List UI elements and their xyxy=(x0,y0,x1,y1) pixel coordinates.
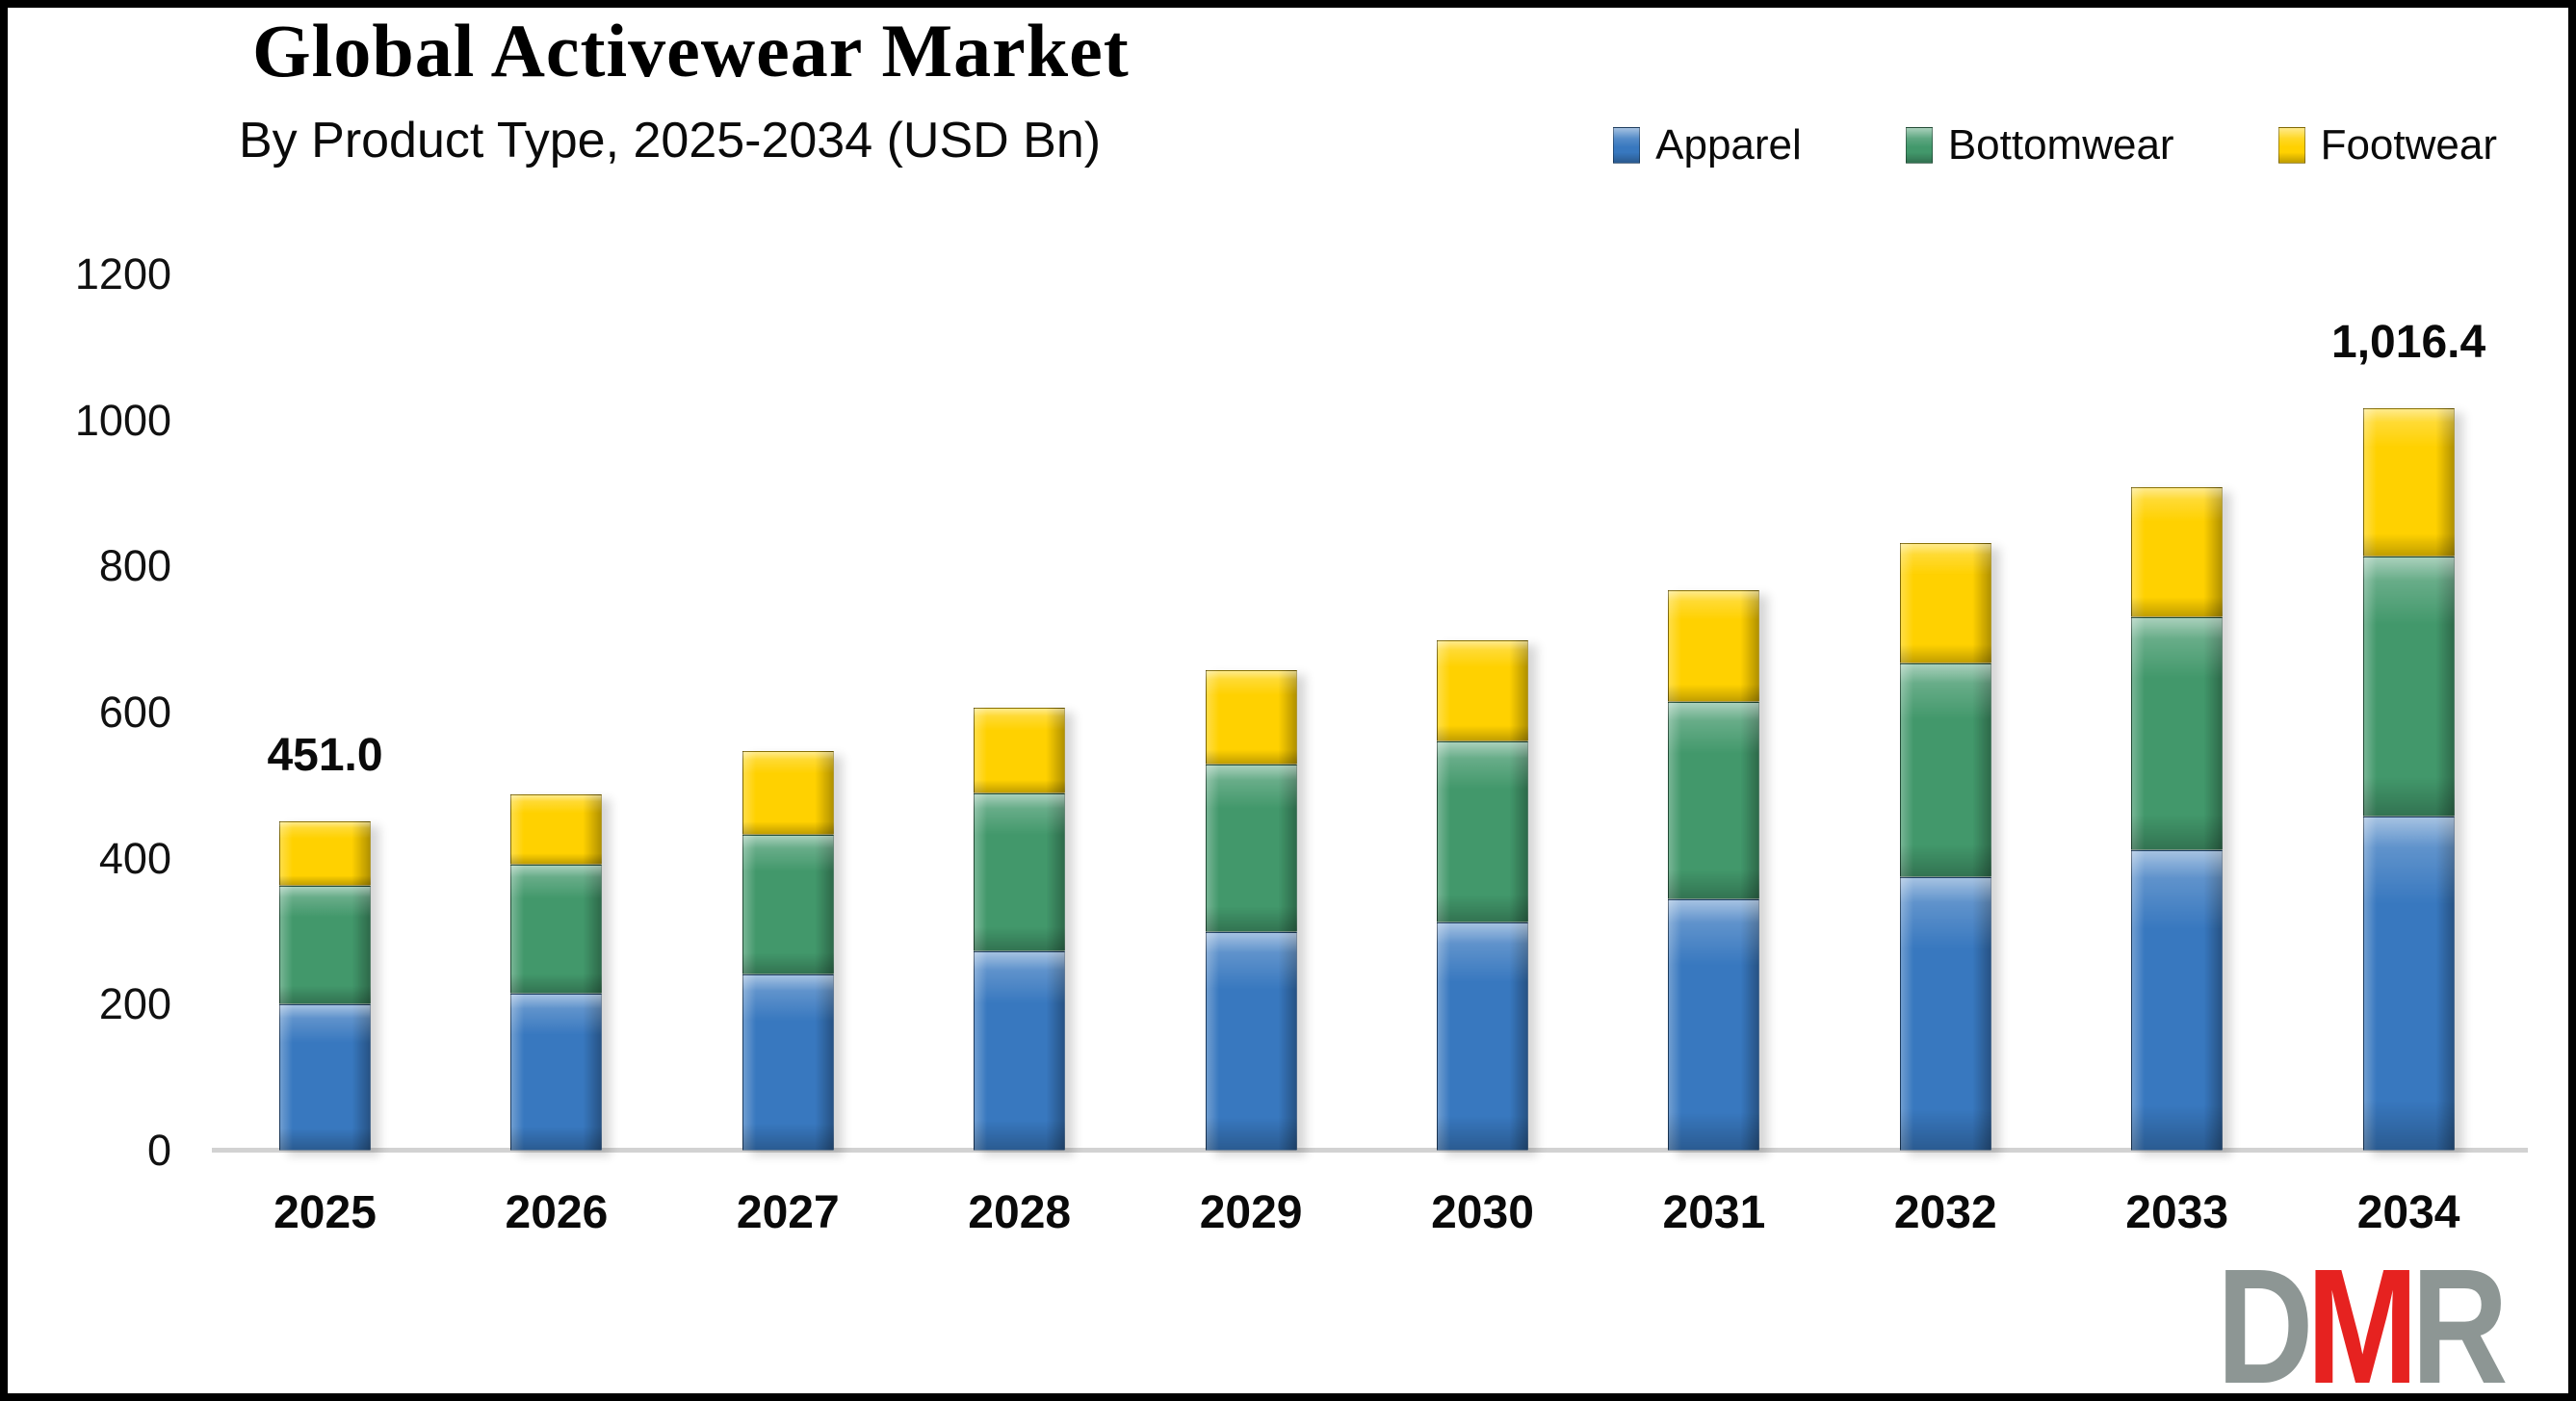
y-axis-tick-label: 0 xyxy=(146,1126,171,1175)
y-axis-tick-label: 1000 xyxy=(74,395,171,445)
x-axis-tick-label: 2034 xyxy=(2356,1187,2460,1238)
chart-title: Global Activewear Market xyxy=(252,9,1130,92)
bar-2031 xyxy=(1668,589,1760,1151)
x-axis-tick-label: 2033 xyxy=(2125,1187,2229,1238)
bar-segment-apparel-2029 xyxy=(1205,932,1297,1151)
dmr-logo: DMR xyxy=(2217,1245,2509,1401)
y-axis-tick-label: 600 xyxy=(98,688,171,737)
bar-segment-bottomwear-2029 xyxy=(1205,764,1297,933)
bar-segment-bottomwear-2033 xyxy=(2131,616,2224,851)
legend-swatch-apparel-icon xyxy=(1613,127,1641,164)
x-axis-tick-label: 2031 xyxy=(1662,1187,1766,1238)
bar-segment-apparel-2026 xyxy=(510,993,603,1151)
bar-2033 xyxy=(2131,486,2224,1151)
legend-label-footwear: Footwear xyxy=(2320,121,2497,169)
bar-segment-bottomwear-2025 xyxy=(279,886,371,1004)
logo-letter: R xyxy=(2410,1235,2509,1401)
bar-2034 xyxy=(2362,408,2455,1151)
bar-segment-apparel-2027 xyxy=(742,974,834,1151)
bar-segment-apparel-2030 xyxy=(1437,921,1528,1151)
legend-item-apparel: Apparel xyxy=(1613,121,1802,169)
bar-segment-footwear-2032 xyxy=(1899,543,1991,664)
data-label-2025: 451.0 xyxy=(267,729,383,781)
legend-item-footwear: Footwear xyxy=(2277,121,2497,169)
bar-segment-bottomwear-2026 xyxy=(510,864,603,994)
bar-segment-apparel-2033 xyxy=(2131,850,2224,1151)
bar-segment-apparel-2034 xyxy=(2362,817,2455,1151)
x-axis-tick-label: 2026 xyxy=(505,1187,609,1238)
y-axis-tick-label: 200 xyxy=(98,979,171,1029)
bar-segment-footwear-2034 xyxy=(2362,408,2455,558)
data-label-2034: 1,016.4 xyxy=(2331,317,2486,369)
bar-2027 xyxy=(742,751,834,1151)
bar-segment-footwear-2028 xyxy=(974,707,1066,794)
legend: Apparel Bottomwear Footwear xyxy=(1613,116,2497,175)
logo-letter: M xyxy=(2305,1235,2418,1401)
x-axis-tick-label: 2029 xyxy=(1199,1187,1303,1238)
bar-2032 xyxy=(1899,543,1991,1151)
bar-segment-footwear-2030 xyxy=(1437,639,1528,742)
bar-segment-apparel-2025 xyxy=(279,1003,371,1151)
bar-segment-footwear-2031 xyxy=(1668,589,1760,702)
chart-subtitle: By Product Type, 2025-2034 (USD Bn) xyxy=(239,113,1102,169)
x-axis-tick-label: 2030 xyxy=(1431,1187,1534,1238)
legend-label-apparel: Apparel xyxy=(1655,121,1802,169)
x-axis-tick-label: 2027 xyxy=(736,1187,840,1238)
x-axis-line xyxy=(212,1148,2528,1153)
x-axis-tick-label: 2025 xyxy=(273,1187,377,1238)
bar-2026 xyxy=(510,793,603,1151)
y-axis-tick-label: 800 xyxy=(98,541,171,591)
bar-segment-bottomwear-2027 xyxy=(742,834,834,975)
bar-segment-bottomwear-2032 xyxy=(1899,663,1991,877)
bar-segment-bottomwear-2034 xyxy=(2362,557,2455,817)
bar-2030 xyxy=(1437,639,1528,1151)
bar-segment-apparel-2028 xyxy=(974,950,1066,1151)
bar-2025 xyxy=(279,820,371,1151)
legend-swatch-footwear-icon xyxy=(2277,127,2305,164)
legend-swatch-bottomwear-icon xyxy=(1905,127,1933,164)
x-axis-tick-label: 2032 xyxy=(1893,1187,1997,1238)
bar-segment-footwear-2027 xyxy=(742,751,834,835)
bar-segment-apparel-2031 xyxy=(1668,899,1760,1151)
y-axis-tick-label: 400 xyxy=(98,833,171,883)
bar-segment-bottomwear-2028 xyxy=(974,793,1066,951)
legend-item-bottomwear: Bottomwear xyxy=(1905,121,2174,169)
logo-letter: D xyxy=(2216,1235,2314,1401)
x-axis-tick-label: 2028 xyxy=(968,1187,1072,1238)
legend-label-bottomwear: Bottomwear xyxy=(1947,121,2174,169)
bar-2028 xyxy=(974,707,1066,1151)
bar-2029 xyxy=(1205,670,1297,1151)
bar-segment-bottomwear-2031 xyxy=(1668,701,1760,900)
bar-segment-footwear-2029 xyxy=(1205,670,1297,765)
bar-segment-bottomwear-2030 xyxy=(1437,741,1528,922)
y-axis-tick-label: 1200 xyxy=(74,249,171,298)
bar-segment-footwear-2026 xyxy=(510,793,603,865)
bar-segment-footwear-2033 xyxy=(2131,486,2224,617)
bar-segment-footwear-2025 xyxy=(279,820,371,887)
bar-segment-apparel-2032 xyxy=(1899,876,1991,1151)
